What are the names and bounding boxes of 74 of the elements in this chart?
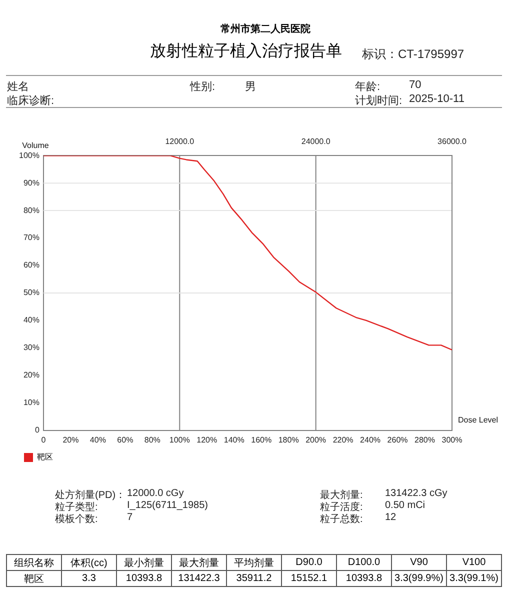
x-tick-label: 240% xyxy=(360,435,381,444)
text: 3.3(99.1%) xyxy=(446,570,502,586)
text: 最大剂量: xyxy=(320,488,363,502)
x-tick-label: 160% xyxy=(251,435,272,444)
text: 最小剂量 xyxy=(116,554,172,570)
x-tick-label: 200% xyxy=(306,435,326,444)
text: V100 xyxy=(446,554,502,570)
text: 最大剂量 xyxy=(172,554,226,570)
y-tick-label: 30% xyxy=(23,343,40,352)
x-tick-label: 260% xyxy=(387,435,408,444)
text: 131422.3 xyxy=(172,570,226,586)
legend-label: 靶区 xyxy=(37,452,53,462)
x-tick-label: 0 xyxy=(41,435,46,444)
y-tick-label: 90% xyxy=(23,178,40,188)
x-tick-label: 140% xyxy=(224,435,244,444)
text: 粒子类型: xyxy=(55,500,98,514)
y-tick-label: 10% xyxy=(23,398,40,408)
text: 计划时间: xyxy=(355,94,402,108)
text: 7 xyxy=(127,512,133,523)
text: 0.50 mCi xyxy=(385,500,426,511)
x-tick-label: 220% xyxy=(332,435,354,444)
y-tick-label: 100% xyxy=(18,150,40,160)
x-tick-label: 40% xyxy=(90,435,106,444)
text: 粒子总数: xyxy=(320,512,363,526)
text: D90.0 xyxy=(282,554,336,570)
text: 12 xyxy=(385,512,396,523)
text: 粒子活度: xyxy=(320,500,363,514)
x2-tick-label: 24000.0 xyxy=(301,137,331,146)
x-tick-label: 300% xyxy=(442,435,462,444)
text: V90 xyxy=(392,554,446,570)
x-tick-label: 20% xyxy=(62,435,79,444)
y-tick-label: 70% xyxy=(23,233,40,242)
text: 临床诊断: xyxy=(7,94,54,108)
text: 平均剂量 xyxy=(226,554,282,570)
text: 10393.8 xyxy=(116,570,172,586)
chart-title: 放射性粒子植入治疗报告单 xyxy=(150,41,342,62)
text: D100.0 xyxy=(336,554,392,570)
y-tick-label: 40% xyxy=(23,316,40,325)
text: 组织名称 xyxy=(6,554,62,570)
text: 2025-10-11 xyxy=(409,93,464,105)
x-tick-label: 180% xyxy=(278,435,299,444)
x-tick-label: 280% xyxy=(414,435,435,444)
x-axis-title: Dose Level xyxy=(458,416,498,425)
text: 标识：CT-1795997 xyxy=(362,46,464,63)
y-tick-label: 0 xyxy=(35,426,40,435)
text: 10393.8 xyxy=(336,570,392,586)
y-tick-label: 60% xyxy=(23,260,40,270)
text: 70 xyxy=(409,79,422,91)
text: 靶区 xyxy=(6,570,62,586)
text: 体积(cc) xyxy=(62,554,116,570)
y-axis-title: Volume xyxy=(22,140,50,150)
text: 姓名 xyxy=(7,80,29,94)
x-tick-label: 100% xyxy=(169,435,190,444)
x2-tick-label: 12000.0 xyxy=(165,137,195,146)
text: 男 xyxy=(245,80,256,94)
text: 模板个数: xyxy=(55,512,98,526)
chart-subtitle: 常州市第二人民医院 xyxy=(220,22,312,36)
x-tick-label: 120% xyxy=(196,435,218,444)
text: 131422.3 cGy xyxy=(385,488,448,499)
text: 性别: xyxy=(190,80,216,94)
y-tick-label: 20% xyxy=(23,370,40,380)
text: 年龄: xyxy=(355,80,380,94)
y-tick-label: 80% xyxy=(23,206,40,215)
text: 12000.0 cGy xyxy=(127,488,184,499)
text: 3.3 xyxy=(62,570,116,586)
text: I_125(6711_1985) xyxy=(127,500,208,511)
x-tick-label: 60% xyxy=(117,435,134,444)
y-tick-label: 50% xyxy=(23,288,40,298)
text: 3.3(99.9%) xyxy=(392,570,446,586)
x-tick-label: 80% xyxy=(144,435,160,444)
text: 35911.2 xyxy=(226,570,282,586)
x2-tick-label: 36000.0 xyxy=(438,137,468,146)
text: 15152.1 xyxy=(282,570,336,586)
text: 处方剂量(PD)： xyxy=(55,488,126,502)
